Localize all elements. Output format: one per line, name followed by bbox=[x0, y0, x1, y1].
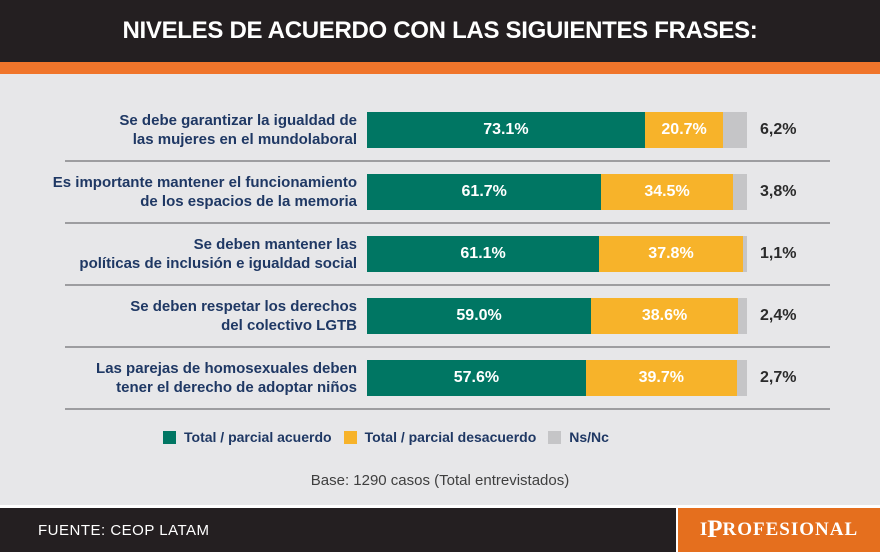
page-title: NIVELES DE ACUERDO CON LAS SIGUIENTES FR… bbox=[122, 17, 758, 44]
bar-outside-value-nsnc: 6,2% bbox=[760, 121, 797, 138]
chart-row: Es importante mantener el funcionamiento… bbox=[0, 162, 880, 222]
brand-logo-first-letter: I bbox=[699, 519, 708, 540]
chart-rows: Se debe garantizar la igualdad de las mu… bbox=[0, 100, 880, 410]
bar-segment-acuerdo: 61.7% bbox=[367, 174, 602, 210]
row-divider bbox=[65, 284, 830, 286]
base-note: Base: 1290 casos (Total entrevistados) bbox=[310, 472, 570, 489]
chart-row-group: Se deben respetar los derechos del colec… bbox=[0, 286, 880, 348]
chart-row-group: Se deben mantener las políticas de inclu… bbox=[0, 224, 880, 286]
chart-area: Se debe garantizar la igualdad de las mu… bbox=[0, 74, 880, 505]
stacked-bar: 61.7% 34.5% bbox=[367, 174, 747, 210]
row-label-line-1: Se debe garantizar la igualdad de bbox=[119, 112, 357, 129]
accent-stripe bbox=[0, 62, 880, 74]
bar-segment-desacuerdo: 37.8% bbox=[599, 236, 743, 272]
chart-row: Se debe garantizar la igualdad de las mu… bbox=[0, 100, 880, 160]
bar-outside-value-nsnc: 2,7% bbox=[760, 369, 797, 386]
bar-value-desacuerdo: 39.7% bbox=[638, 369, 684, 386]
footer-separator bbox=[0, 505, 880, 508]
bar-segment-desacuerdo: 39.7% bbox=[585, 360, 737, 396]
chart-row-group: Las parejas de homosexuales deben tener … bbox=[0, 348, 880, 410]
row-divider bbox=[65, 408, 830, 410]
row-divider bbox=[65, 160, 830, 162]
chart-row-group: Es importante mantener el funcionamiento… bbox=[0, 162, 880, 224]
brand-logo-rest: ROFESIONAL bbox=[722, 519, 859, 540]
chart-row: Las parejas de homosexuales deben tener … bbox=[0, 348, 880, 408]
legend-label: Total / parcial acuerdo bbox=[184, 429, 332, 445]
bar-value-acuerdo: 73.1% bbox=[483, 121, 529, 138]
row-label-line-1: Se deben respetar los derechos bbox=[130, 298, 357, 315]
chart-row: Se deben mantener las políticas de inclu… bbox=[0, 224, 880, 284]
footer: FUENTE: CEOP LATAM I P ROFESIONAL bbox=[0, 508, 880, 552]
bar-segment-nsnc bbox=[736, 360, 747, 396]
row-label: Es importante mantener el funcionamiento… bbox=[53, 173, 367, 211]
bar-segment-acuerdo: 73.1% bbox=[367, 112, 645, 148]
bar-outside-value-nsnc: 1,1% bbox=[760, 245, 797, 262]
legend-swatch bbox=[163, 430, 176, 444]
legend-item: Total / parcial desacuerdo bbox=[343, 429, 537, 445]
bar-value-desacuerdo: 38.6% bbox=[641, 307, 688, 324]
bar-value-acuerdo: 59.0% bbox=[456, 307, 502, 324]
bar-segment-nsnc bbox=[737, 298, 747, 334]
legend-item: Ns/Nc bbox=[548, 429, 609, 445]
chart-row: Se deben respetar los derechos del colec… bbox=[0, 286, 880, 346]
row-label-line-2: las mujeres en el mundolaboral bbox=[132, 131, 357, 148]
bar-value-desacuerdo: 20.7% bbox=[661, 121, 707, 138]
row-label-line-2: del colectivo LGTB bbox=[221, 317, 357, 334]
bar-outside-value-nsnc: 3,8% bbox=[760, 183, 797, 200]
brand-logo-cap-letter: P bbox=[707, 516, 723, 543]
bar-outside-value-nsnc: 2,4% bbox=[760, 307, 797, 324]
row-label-line-1: Las parejas de homosexuales deben bbox=[96, 360, 357, 377]
bar-segment-desacuerdo: 20.7% bbox=[644, 112, 724, 148]
row-label-line-2: políticas de inclusión e igualdad social bbox=[79, 255, 357, 272]
bar-segment-desacuerdo: 38.6% bbox=[591, 298, 738, 334]
bar-value-acuerdo: 61.1% bbox=[460, 245, 506, 262]
bar-value-acuerdo: 61.7% bbox=[461, 183, 507, 200]
bar-segment-acuerdo: 59.0% bbox=[367, 298, 592, 334]
row-divider bbox=[65, 346, 830, 348]
bar-segment-nsnc bbox=[732, 174, 747, 210]
row-label-line-1: Se deben mantener las bbox=[193, 236, 357, 253]
bar-segment-desacuerdo: 34.5% bbox=[601, 174, 733, 210]
bar-value-desacuerdo: 37.8% bbox=[648, 245, 694, 262]
legend-item: Total / parcial acuerdo bbox=[163, 429, 332, 445]
stacked-bar: 57.6% 39.7% bbox=[367, 360, 747, 396]
brand-logo: I P ROFESIONAL bbox=[676, 508, 880, 552]
row-divider bbox=[65, 222, 830, 224]
stacked-bar: 73.1% 20.7% bbox=[367, 112, 747, 148]
chart-row-group: Se debe garantizar la igualdad de las mu… bbox=[0, 100, 880, 162]
stacked-bar: 61.1% 37.8% bbox=[367, 236, 747, 272]
row-label-line-1: Es importante mantener el funcionamiento bbox=[52, 174, 357, 191]
stacked-bar: 59.0% 38.6% bbox=[367, 298, 747, 334]
legend-swatch bbox=[343, 430, 357, 444]
bar-value-acuerdo: 57.6% bbox=[453, 369, 500, 386]
bar-segment-acuerdo: 61.1% bbox=[367, 236, 600, 272]
row-label-line-2: de los espacios de la memoria bbox=[140, 193, 357, 210]
legend-label: Ns/Nc bbox=[569, 429, 609, 445]
legend-label: Total / parcial desacuerdo bbox=[364, 429, 537, 445]
bar-value-desacuerdo: 34.5% bbox=[644, 183, 690, 200]
row-label: Se deben mantener las políticas de inclu… bbox=[65, 235, 367, 273]
header: NIVELES DE ACUERDO CON LAS SIGUIENTES FR… bbox=[0, 0, 880, 62]
row-label: Se deben respetar los derechos del colec… bbox=[65, 297, 367, 335]
row-label: Se debe garantizar la igualdad de las mu… bbox=[65, 111, 367, 149]
source-text: FUENTE: CEOP LATAM bbox=[38, 521, 210, 539]
row-label: Las parejas de homosexuales deben tener … bbox=[65, 359, 367, 397]
bar-segment-nsnc bbox=[723, 112, 747, 148]
legend: Total / parcial acuerdo Total / parcial … bbox=[0, 426, 880, 448]
bar-segment-nsnc bbox=[742, 236, 747, 272]
bar-segment-acuerdo: 57.6% bbox=[367, 360, 586, 396]
legend-swatch bbox=[548, 430, 562, 444]
row-label-line-2: tener el derecho de adoptar niños bbox=[116, 379, 357, 396]
